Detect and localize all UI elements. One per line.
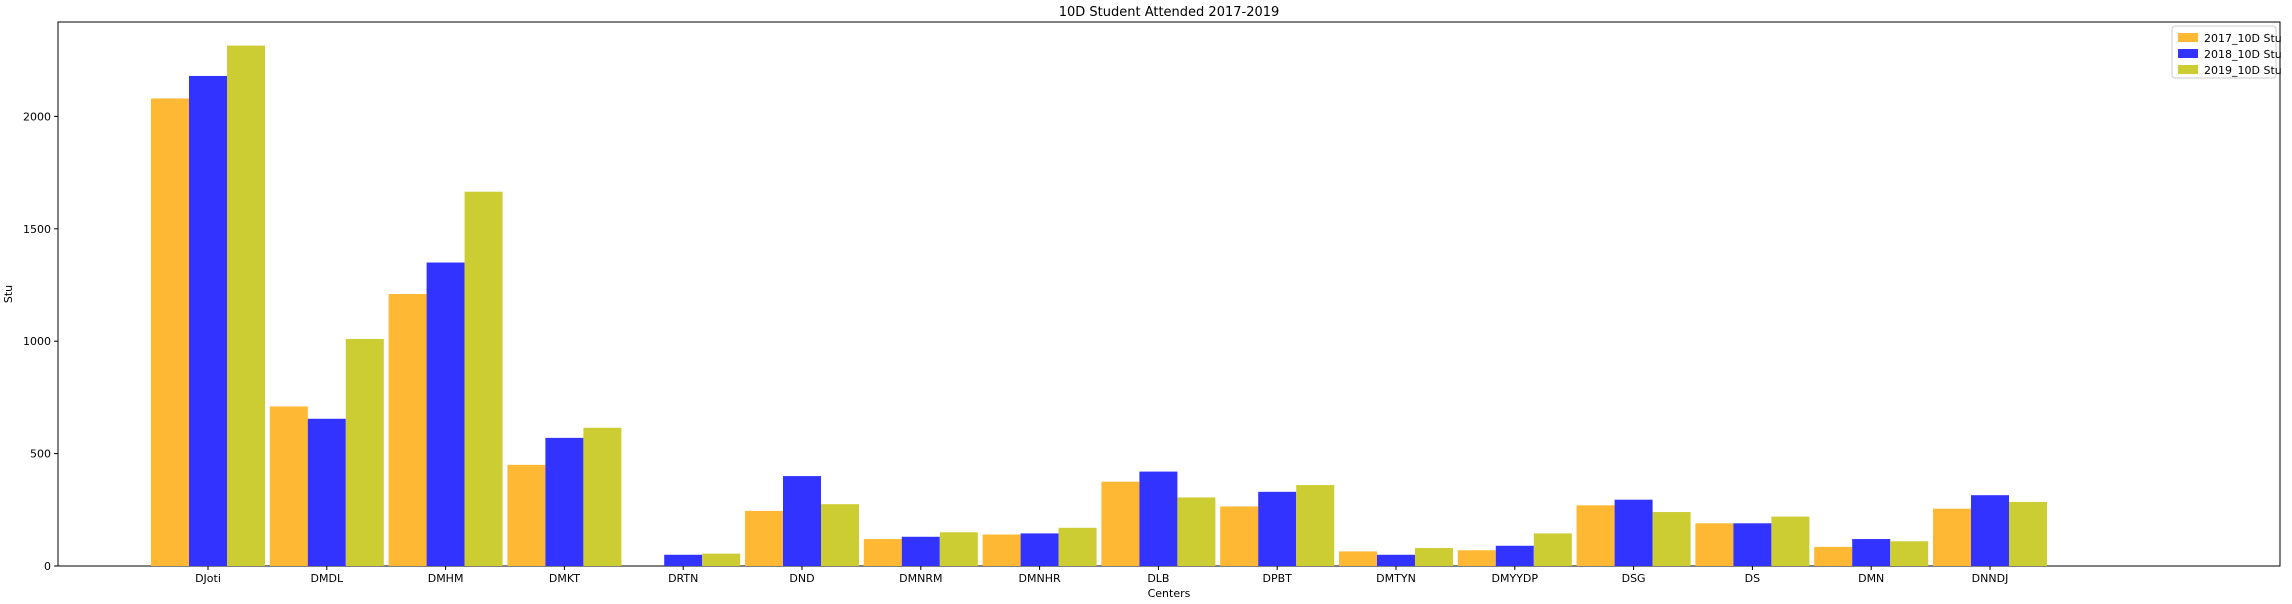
x-axis-label: Centers: [1148, 587, 1191, 600]
bar-dmnhr-series-1: [982, 534, 1021, 566]
bar-dmyydp-series-1: [1457, 550, 1496, 566]
legend: 2017_10D Stu 2018_10D Stu 2019_10D Stu: [2171, 25, 2282, 79]
legend-swatch: [2178, 65, 2198, 74]
bar-djoti-series-2: [189, 75, 227, 567]
bar-dmn-series-3: [1890, 541, 1929, 566]
x-tick-label: DMKT: [549, 572, 580, 585]
bar-dmkt-series-1: [507, 464, 546, 566]
chart-title: 10D Student Attended 2017-2019: [1059, 5, 1280, 20]
bar-drtn-series-2: [664, 554, 703, 566]
x-tick-label: DS: [1745, 572, 1760, 585]
bar-dmhm-series-2: [426, 262, 465, 566]
bar-dmnrm-series-2: [901, 536, 940, 566]
bar-dnndj-series-2: [1971, 495, 2009, 566]
x-axis: DJoti DMDL DMHM DMKT DRTN DND DMNRM DMNHR DLB DPB…: [195, 566, 2008, 585]
bar-djoti-series-1: [151, 98, 189, 566]
bars-layer: [151, 45, 2047, 567]
bar-dmkt-series-2: [545, 437, 584, 566]
y-tick-label: 1500: [23, 223, 51, 236]
y-axis-label: Stu: [2, 285, 15, 303]
y-tick-label: 2000: [23, 110, 51, 123]
bar-ds-series-2: [1733, 523, 1772, 566]
y-axis: 0 500 1000 1500 2000: [23, 110, 58, 573]
y-tick-label: 500: [30, 448, 51, 461]
bar-dmnrm-series-1: [863, 539, 902, 566]
x-tick-label: DNNDJ: [1972, 572, 2009, 585]
bar-drtn-series-3: [702, 553, 741, 566]
x-tick-label: DMTYN: [1376, 572, 1416, 585]
bar-dmkt-series-3: [583, 427, 622, 566]
bar-dnd-series-3: [821, 504, 859, 566]
bar-dmdl-series-3: [345, 338, 384, 566]
x-tick-label: DND: [789, 572, 814, 585]
legend-label: 2019_10D Stu: [2204, 64, 2282, 77]
bar-dlb-series-3: [1177, 497, 1216, 566]
bar-dpbt-series-2: [1258, 491, 1297, 566]
bar-dmhm-series-1: [388, 294, 427, 566]
bar-ds-series-1: [1695, 523, 1734, 566]
bar-dlb-series-1: [1101, 481, 1140, 566]
x-tick-label: DMDL: [311, 572, 344, 585]
x-tick-label: DMNRM: [899, 572, 942, 585]
bar-dnd-series-2: [783, 476, 821, 566]
bar-dmhm-series-3: [464, 191, 503, 567]
legend-label: 2017_10D Stu: [2204, 32, 2282, 45]
bar-dmtyn-series-1: [1339, 551, 1377, 566]
bar-dpbt-series-1: [1220, 506, 1259, 566]
x-tick-label: DSG: [1622, 572, 1646, 585]
bar-dlb-series-2: [1139, 471, 1178, 566]
x-tick-label: DMN: [1858, 572, 1884, 585]
bar-dmyydp-series-2: [1495, 545, 1534, 566]
y-tick-label: 0: [44, 560, 51, 573]
bar-dsg-series-3: [1652, 512, 1691, 566]
legend-label: 2018_10D Stu: [2204, 48, 2282, 61]
x-tick-label: DPBT: [1263, 572, 1293, 585]
x-tick-label: DLB: [1147, 572, 1169, 585]
bar-dmdl-series-1: [269, 406, 308, 566]
x-tick-label: DJoti: [195, 572, 221, 585]
x-tick-label: DMHM: [428, 572, 464, 585]
legend-swatch: [2178, 49, 2198, 58]
bar-dmnhr-series-2: [1020, 533, 1059, 566]
bar-ds-series-3: [1771, 516, 1810, 566]
bar-dsg-series-2: [1614, 499, 1653, 566]
bar-dnd-series-1: [745, 510, 783, 566]
y-tick-label: 1000: [23, 335, 51, 348]
bar-dnndj-series-3: [2009, 501, 2047, 566]
legend-swatch: [2178, 33, 2198, 42]
bar-djoti-series-3: [227, 45, 265, 566]
bar-dpbt-series-3: [1296, 485, 1335, 566]
bar-dmtyn-series-2: [1377, 554, 1415, 566]
bar-dmnhr-series-3: [1058, 527, 1097, 566]
bar-dmn-series-1: [1814, 546, 1853, 566]
bar-dmdl-series-2: [307, 418, 346, 566]
bar-dmn-series-2: [1852, 539, 1891, 566]
x-tick-label: DMYYDP: [1492, 572, 1539, 585]
bar-dmnrm-series-3: [939, 532, 978, 566]
bar-dmtyn-series-3: [1415, 548, 1453, 566]
bar-dsg-series-1: [1576, 505, 1615, 566]
x-tick-label: DRTN: [668, 572, 698, 585]
bar-dmyydp-series-3: [1533, 533, 1572, 566]
x-tick-label: DMNHR: [1019, 572, 1061, 585]
bar-dnndj-series-1: [1933, 508, 1971, 566]
